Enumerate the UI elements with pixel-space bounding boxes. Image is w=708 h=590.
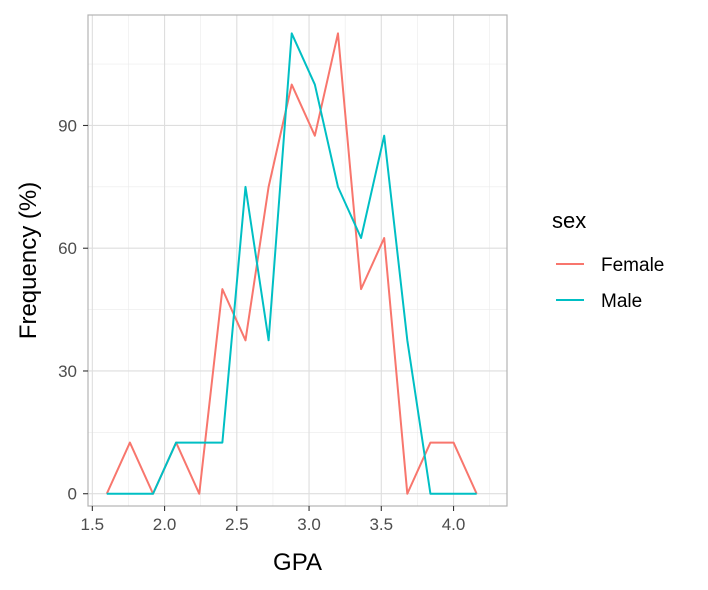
legend-title: sex — [552, 208, 586, 233]
grid-lines — [88, 15, 507, 506]
y-axis-title: Frequency (%) — [15, 182, 42, 339]
x-tick-label: 2.0 — [153, 515, 177, 534]
x-tick-label: 1.5 — [81, 515, 105, 534]
x-axis-title: GPA — [273, 549, 322, 576]
x-tick-label: 3.5 — [369, 515, 393, 534]
panel-border — [87, 14, 508, 507]
x-tick-label: 3.0 — [297, 515, 321, 534]
x-tick-label: 4.0 — [442, 515, 466, 534]
legend-label-female: Female — [601, 255, 664, 276]
y-tick-label: 0 — [68, 485, 77, 504]
y-tick-label: 90 — [58, 116, 77, 135]
axes: 1.5 2.0 2.5 3.0 3.5 4.0 0 30 60 90 — [58, 116, 465, 534]
legend-label-male: Male — [601, 291, 642, 312]
y-tick-label: 60 — [58, 239, 77, 258]
legend: sex Female Male — [552, 208, 664, 312]
x-tick-label: 2.5 — [225, 515, 249, 534]
series-line-male — [106, 32, 477, 495]
y-tick-label: 30 — [58, 362, 77, 381]
legend-items: Female Male — [556, 255, 664, 312]
series-lines — [105, 32, 478, 495]
